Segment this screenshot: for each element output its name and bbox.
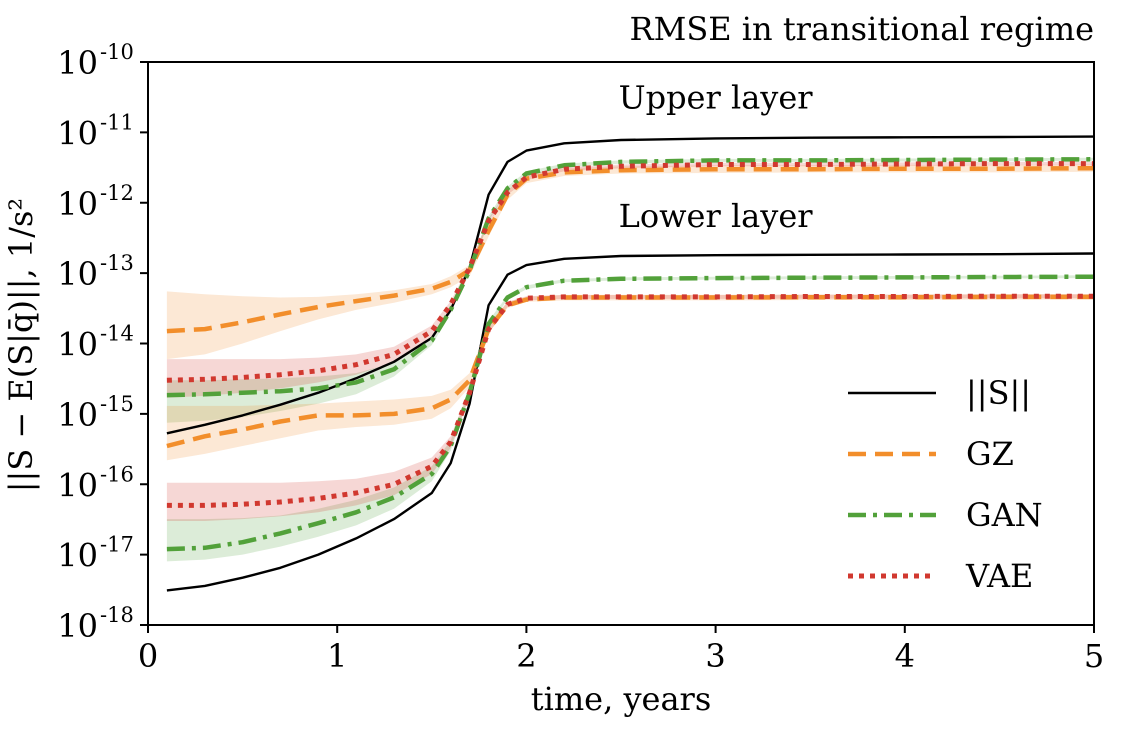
band-lower-layer-gz xyxy=(166,294,1094,461)
x-tick-label: 1 xyxy=(327,637,347,675)
y-tick-label: 10 xyxy=(57,185,98,223)
annotation-upper-layer: Upper layer xyxy=(619,78,814,116)
y-axis-label: ||S − E(S|q̄)||, 1/s² xyxy=(2,198,40,492)
legend-label-gz: GZ xyxy=(966,435,1014,473)
line-upper-layer-gan xyxy=(166,157,1095,398)
annotation-lower-layer: Lower layer xyxy=(619,197,814,235)
x-tick-label: 5 xyxy=(1084,637,1104,675)
legend-label-vae: VAE xyxy=(965,557,1033,595)
y-tick-label: 10 xyxy=(57,44,98,82)
y-tick-exponent: -15 xyxy=(100,392,134,416)
y-tick-exponent: -17 xyxy=(100,533,134,557)
x-tick-label: 4 xyxy=(895,637,915,675)
y-tick-label: 10 xyxy=(57,537,98,575)
layer-annotations: Upper layer Lower layer xyxy=(619,78,814,235)
y-tick-exponent: -12 xyxy=(100,181,134,205)
chart-title: RMSE in transitional regime xyxy=(629,10,1094,48)
y-tick-exponent: -10 xyxy=(100,40,134,64)
y-tick-exponent: -16 xyxy=(100,462,134,486)
band-lower-layer-gan xyxy=(166,275,1094,562)
legend: ||S|| GZ GAN VAE xyxy=(848,374,1043,595)
band-lower-layer-vae xyxy=(166,294,1094,521)
y-tick-exponent: -14 xyxy=(100,322,134,346)
y-axis-ticks: 10-1010-1110-1210-1310-1410-1510-1610-17… xyxy=(57,40,148,645)
line-lower-layer-vae xyxy=(166,293,1094,508)
y-tick-exponent: -11 xyxy=(100,110,134,134)
x-tick-label: 3 xyxy=(705,637,725,675)
x-axis-label: time, years xyxy=(531,680,712,718)
y-tick-exponent: -18 xyxy=(100,603,134,627)
x-axis-ticks: 0 1 2 3 4 5 xyxy=(138,625,1104,675)
band-upper-layer-gan xyxy=(166,157,1094,423)
line-upper-layer-norm xyxy=(166,135,1095,435)
y-tick-label: 10 xyxy=(57,607,98,645)
band-upper-layer-gz xyxy=(166,164,1094,360)
series-lines xyxy=(166,135,1095,592)
line-upper-layer-vae xyxy=(166,161,1094,383)
x-tick-label: 0 xyxy=(138,637,158,675)
y-tick-label: 10 xyxy=(57,114,98,152)
y-tick-label: 10 xyxy=(57,326,98,364)
legend-label-gan: GAN xyxy=(966,496,1043,534)
x-tick-label: 2 xyxy=(516,637,536,675)
legend-label-norm: ||S|| xyxy=(966,374,1031,412)
y-tick-exponent: -13 xyxy=(100,251,134,275)
y-tick-label: 10 xyxy=(57,396,98,434)
y-tick-label: 10 xyxy=(57,255,98,293)
y-tick-label: 10 xyxy=(57,466,98,504)
